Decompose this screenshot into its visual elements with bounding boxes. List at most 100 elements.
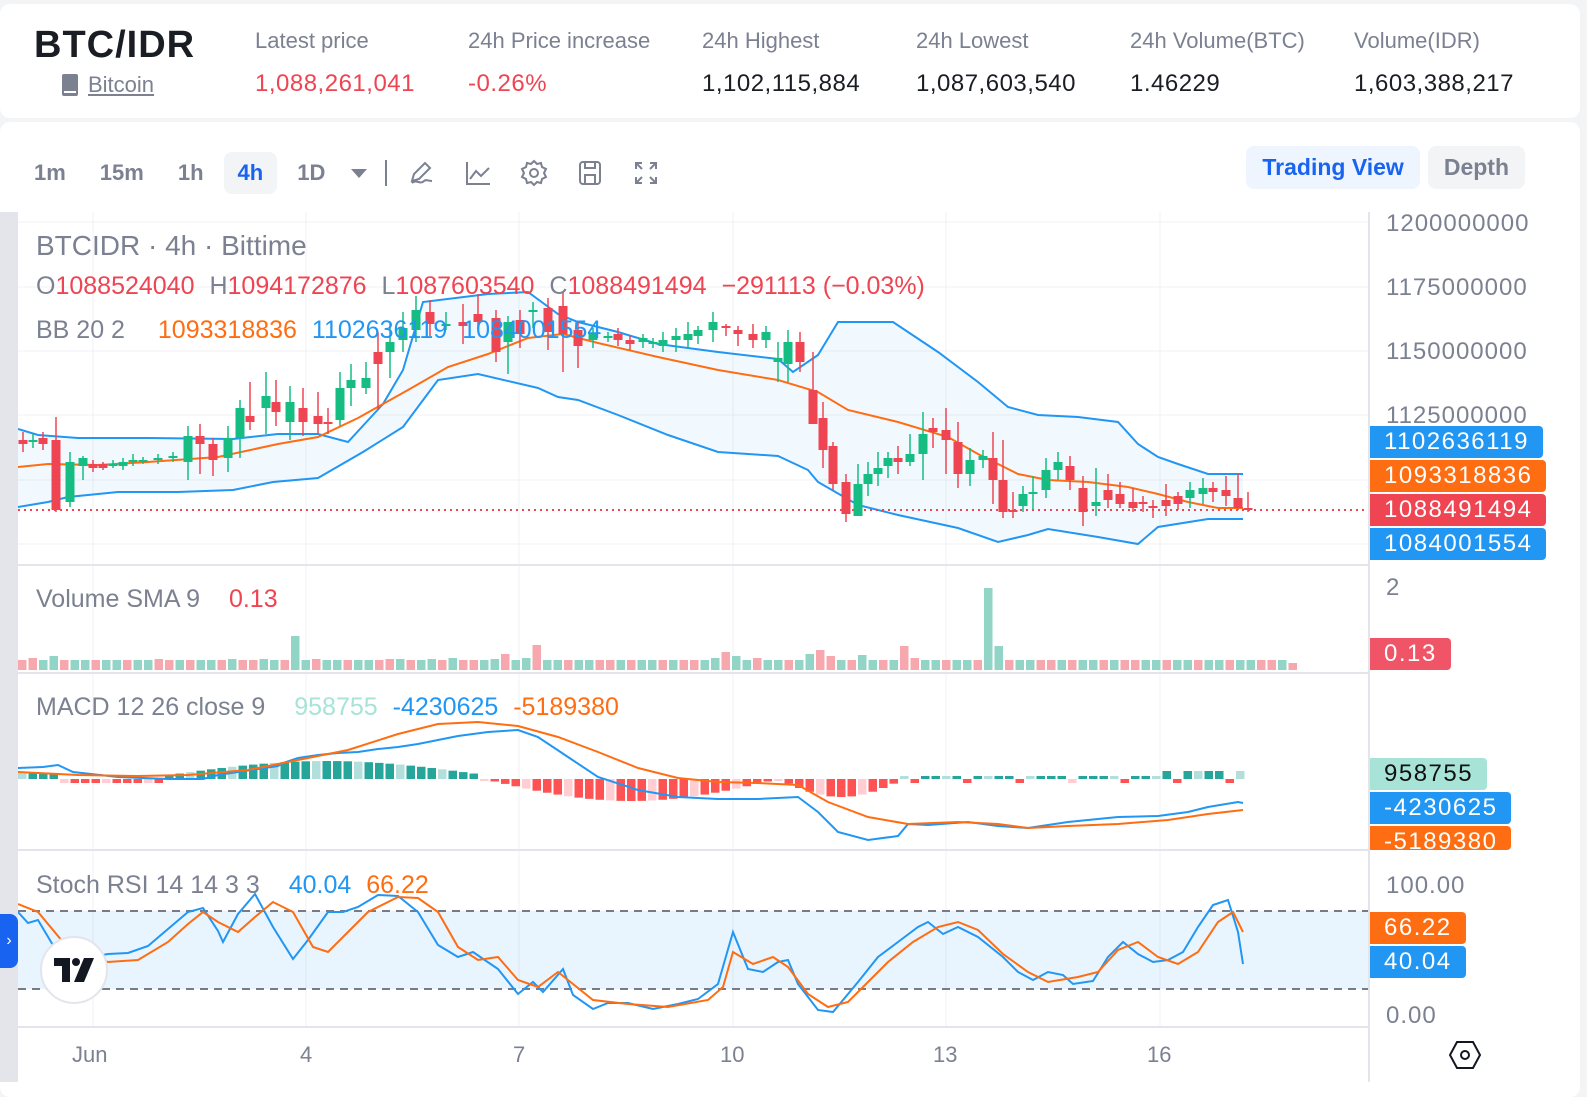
time-tick: Jun (72, 1042, 108, 1067)
stoch-band (18, 911, 1368, 989)
coin-info-link[interactable]: Bitcoin (62, 72, 154, 98)
price-tick: 1200000000 (1386, 210, 1530, 237)
stoch-legend: Stoch RSI 14 14 3 3 40.04 66.22 (36, 871, 437, 900)
view-switcher: Trading View Depth (1246, 146, 1525, 189)
tradingview-logo[interactable] (40, 936, 108, 1004)
timeframe-1d[interactable]: 1D (297, 160, 326, 185)
time-tick: 13 (933, 1042, 958, 1067)
bb-basis-tag: 1093318836 (1370, 460, 1547, 492)
stoch-tick: 0.00 (1386, 1002, 1437, 1029)
bb-upper-value: 1102636119 (311, 316, 448, 344)
stat-label: Volume(IDR) (1354, 28, 1480, 53)
volume-legend: Volume SMA 9 0.13 (36, 585, 286, 614)
left-drawer-strip (0, 212, 18, 1082)
chart-symbol-title: BTCIDR · 4h · Bittime (36, 230, 307, 261)
stat-label: 24h Lowest (916, 28, 1029, 53)
change-value: −291113 (−0.03%) (721, 272, 925, 300)
stat-latest-price: Latest price 1,088,261,041 (255, 28, 415, 98)
bb-upper-tag: 1102636119 (1370, 426, 1543, 458)
stat-24h-change: 24h Price increase -0.26% (468, 28, 650, 98)
bb-basis-value: 1093318836 (157, 316, 297, 344)
timeframe-1h[interactable]: 1h (177, 160, 204, 185)
low-value: 1087603540 (395, 272, 535, 300)
coin-name: Bitcoin (88, 72, 155, 97)
stoch-d-value: 66.22 (366, 871, 429, 899)
time-tick: 7 (513, 1042, 526, 1067)
price-tick: 1175000000 (1386, 274, 1528, 301)
stat-value: 1,102,115,884 (702, 70, 861, 97)
open-value: 1088524040 (55, 272, 195, 300)
timeframe-4h[interactable]: 4h (223, 152, 278, 194)
close-value: 1088491494 (567, 272, 707, 300)
bb-lower-tag: 1084001554 (1370, 528, 1547, 560)
time-tick: 4 (300, 1042, 313, 1067)
ohlc-legend: O1088524040 H1094172876 L1087603540 C108… (36, 272, 933, 301)
chart-settings-hex-icon[interactable] (1448, 1040, 1482, 1075)
stat-label: 24h Highest (702, 28, 820, 53)
chart-panel (0, 122, 1580, 1097)
volume-tick: 2 (1386, 574, 1401, 601)
timeframe-15m[interactable]: 15m (99, 160, 144, 185)
bb-lower-value: 1084001554 (462, 316, 602, 344)
chart-toolbar: 1m 15m 1h 4h 1D (0, 148, 685, 198)
macd-tag: -4230625 (1370, 792, 1512, 824)
stat-24h-high: 24h Highest 1,102,115,884 (702, 28, 860, 98)
stat-label: 24h Price increase (468, 28, 651, 53)
depth-tab[interactable]: Depth (1427, 146, 1525, 189)
macd-legend: MACD 12 26 close 9 958755 -4230625 -5189… (36, 693, 627, 722)
stoch-k-tag: 40.04 (1370, 946, 1466, 978)
low-label: L (381, 272, 396, 300)
stoch-label: Stoch RSI 14 14 3 3 (36, 871, 260, 899)
stat-value: 1,088,261,041 (255, 70, 415, 97)
candlestick-series (18, 292, 1253, 526)
indicator-chart-icon[interactable] (461, 156, 495, 190)
pair-title: BTC/IDR (34, 24, 196, 66)
stat-volume-idr: Volume(IDR) 1,603,388,217 (1354, 28, 1514, 98)
high-label: H (209, 272, 228, 300)
fullscreen-icon[interactable] (629, 156, 663, 190)
macd-signal-value: -5189380 (513, 693, 619, 721)
last-price-tag: 1088491494 (1370, 494, 1547, 526)
stat-label: 24h Volume(BTC) (1130, 28, 1305, 53)
stat-value: 1,087,603,540 (916, 70, 1076, 97)
timeframe-1m[interactable]: 1m (34, 160, 66, 185)
volume-bars (18, 588, 1297, 670)
time-tick: 10 (720, 1042, 745, 1067)
high-value: 1094172876 (227, 272, 367, 300)
volume-value: 0.13 (228, 585, 278, 613)
stoch-tick: 100.00 (1386, 872, 1466, 899)
bb-legend: BB 20 2 1093318836 1102636119 1084001554 (36, 316, 609, 345)
stat-value: -0.26% (468, 70, 548, 97)
stat-24h-volume-btc: 24h Volume(BTC) 1.46229 (1130, 28, 1305, 98)
macd-histogram (18, 761, 1245, 801)
gear-icon[interactable] (517, 156, 551, 190)
stat-value: 1.46229 (1130, 70, 1221, 97)
timeframe-dropdown-icon[interactable] (351, 168, 368, 178)
bb-basis-line (18, 332, 1243, 509)
trading-view-tab[interactable]: Trading View (1246, 146, 1420, 189)
macd-signal-line (18, 720, 1244, 830)
bb-lower-line (18, 372, 1243, 546)
ticker-header: BTC/IDR Bitcoin Latest price 1,088,261,0… (0, 4, 1580, 118)
macd-hist-value: 958755 (294, 693, 378, 721)
close-label: C (549, 272, 568, 300)
time-tick: 16 (1147, 1042, 1172, 1067)
stat-24h-low: 24h Lowest 1,087,603,540 (916, 28, 1076, 98)
stat-label: Latest price (255, 28, 369, 53)
pencil-icon[interactable] (405, 156, 439, 190)
macd-value: -4230625 (392, 693, 499, 721)
bb-fill (18, 292, 1243, 544)
price-axis[interactable]: 1200000000 1175000000 1150000000 1125000… (1368, 210, 1568, 1082)
volume-label: Volume SMA 9 (36, 585, 200, 613)
stat-value: 1,603,388,217 (1354, 70, 1514, 97)
chart-canvas[interactable] (18, 212, 1368, 1082)
stoch-k-value: 40.04 (288, 871, 352, 899)
stoch-d-tag: 66.22 (1370, 912, 1466, 944)
save-icon[interactable] (573, 156, 607, 190)
price-tick: 1125000000 (1386, 402, 1528, 429)
macd-hist-tag: 958755 (1370, 758, 1488, 790)
macd-signal-tag: -5189380 (1370, 826, 1512, 850)
open-label: O (36, 272, 56, 300)
price-tick: 1150000000 (1386, 338, 1528, 365)
expand-sidebar-button[interactable]: › (0, 914, 18, 968)
